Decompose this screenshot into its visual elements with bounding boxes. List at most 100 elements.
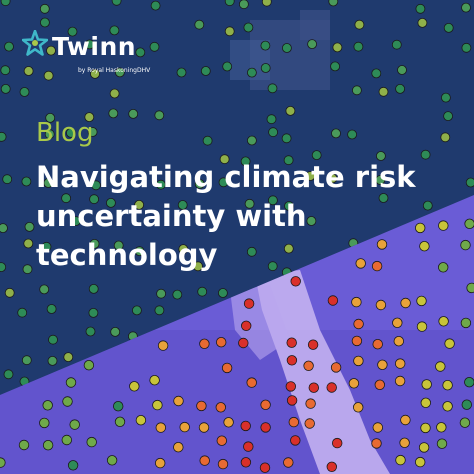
risk-marker (240, 156, 251, 167)
risk-marker (443, 111, 454, 121)
risk-marker (375, 299, 387, 311)
risk-marker (348, 378, 360, 389)
risk-marker (376, 239, 388, 250)
risk-marker (24, 221, 35, 232)
risk-marker (246, 246, 257, 257)
risk-marker (283, 243, 294, 254)
risk-marker (416, 321, 428, 332)
risk-marker (155, 422, 167, 433)
risk-marker (17, 307, 28, 318)
risk-marker (217, 288, 228, 298)
risk-marker (135, 415, 147, 426)
risk-marker (267, 195, 278, 206)
risk-marker (109, 88, 120, 99)
risk-marker (0, 84, 11, 94)
risk-marker (290, 435, 301, 446)
risk-marker (108, 108, 119, 119)
risk-marker (0, 457, 6, 468)
post-category: Blog (36, 118, 94, 148)
risk-marker (154, 305, 165, 316)
risk-marker (0, 0, 11, 7)
risk-marker (71, 216, 81, 227)
risk-marker (87, 127, 98, 137)
post-title[interactable]: Navigating climate risk uncertainty with… (36, 158, 456, 275)
risk-marker (351, 296, 362, 308)
risk-marker (45, 113, 56, 123)
risk-marker (304, 418, 315, 429)
risk-marker (281, 43, 292, 53)
risk-marker (22, 264, 33, 275)
risk-marker (378, 86, 389, 97)
risk-marker (177, 200, 188, 210)
risk-marker (286, 395, 298, 406)
risk-marker (326, 382, 337, 393)
risk-marker (461, 42, 472, 53)
risk-marker (246, 377, 257, 388)
risk-marker (0, 65, 11, 76)
risk-marker (3, 369, 14, 380)
risk-marker (267, 261, 278, 272)
risk-marker (420, 397, 432, 409)
risk-marker (46, 304, 57, 314)
title-line-3: technology (36, 238, 218, 273)
risk-marker (260, 40, 271, 51)
risk-marker (435, 361, 446, 372)
risk-marker (88, 307, 99, 318)
risk-marker (224, 0, 235, 7)
risk-marker (91, 180, 101, 191)
risk-marker (354, 19, 365, 30)
risk-marker (61, 193, 71, 204)
risk-marker (198, 422, 210, 433)
risk-marker (217, 458, 229, 470)
risk-marker (442, 401, 453, 412)
risk-marker (243, 441, 254, 452)
brand-tagline: by Royal HaskoningDHV (78, 67, 151, 74)
risk-marker (19, 87, 30, 97)
risk-marker (129, 381, 140, 392)
risk-marker (371, 438, 382, 449)
risk-marker (395, 454, 406, 466)
risk-marker (327, 295, 339, 306)
risk-marker (417, 17, 428, 28)
risk-marker (134, 246, 145, 257)
risk-marker (353, 318, 364, 330)
risk-marker (223, 417, 234, 428)
twinn-logo[interactable]: Twinn by Royal HaskoningDHV (22, 30, 162, 80)
risk-marker (284, 201, 294, 211)
risk-marker (106, 455, 118, 466)
risk-marker (39, 284, 50, 295)
risk-marker (303, 360, 314, 372)
risk-marker (109, 25, 120, 36)
risk-marker (84, 112, 95, 122)
risk-marker (240, 420, 251, 432)
risk-marker (84, 39, 95, 50)
risk-marker (238, 337, 249, 349)
risk-marker (67, 460, 79, 471)
risk-marker (39, 3, 50, 14)
risk-marker (246, 135, 257, 146)
risk-marker (128, 109, 139, 119)
risk-marker (375, 151, 386, 161)
risk-marker (85, 326, 96, 337)
risk-marker (43, 70, 54, 81)
risk-marker (415, 222, 426, 234)
risk-marker (155, 179, 166, 190)
risk-marker (420, 149, 431, 160)
risk-marker (306, 216, 317, 226)
risk-marker (134, 199, 145, 210)
risk-marker (353, 402, 364, 413)
risk-marker (268, 127, 279, 138)
risk-marker (328, 0, 339, 7)
risk-marker (438, 316, 449, 327)
risk-marker (150, 0, 161, 11)
risk-marker (444, 338, 455, 349)
risk-marker (266, 114, 277, 125)
risk-marker (372, 422, 384, 433)
risk-marker (415, 3, 426, 14)
risk-marker (106, 197, 116, 208)
risk-marker (466, 282, 474, 294)
risk-marker (172, 289, 183, 300)
risk-marker (39, 417, 50, 429)
risk-marker (443, 22, 454, 33)
